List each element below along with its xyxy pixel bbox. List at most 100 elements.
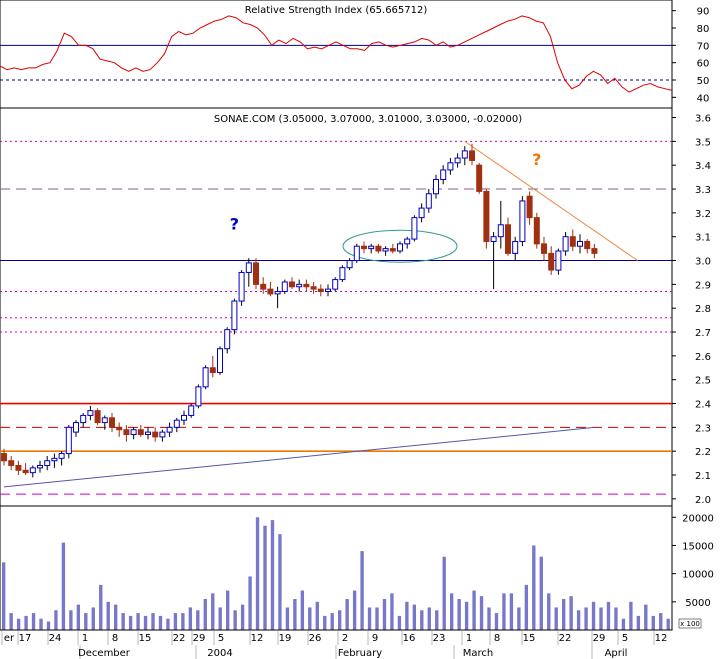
- rsi-series-line: [0, 15, 673, 93]
- x-day-label: 1: [82, 633, 88, 644]
- x-day-label: 8: [112, 633, 118, 644]
- volume-bar: [338, 610, 342, 630]
- candle-body: [541, 243, 547, 254]
- volume-bar: [644, 604, 648, 630]
- candle-body: [447, 162, 454, 171]
- candle-body: [58, 453, 65, 459]
- volume-bar: [211, 593, 215, 630]
- x-day-label: 23: [433, 633, 446, 644]
- volume-bar: [375, 607, 379, 630]
- candle-body: [454, 157, 461, 164]
- candle-body: [339, 267, 346, 281]
- volume-bar: [554, 607, 558, 630]
- volume-bar: [367, 607, 372, 630]
- x-day-label: 22: [559, 633, 572, 644]
- volume-bar: [487, 607, 491, 630]
- volume-bar: [636, 615, 641, 630]
- volume-bar: [121, 613, 125, 630]
- x-day-label: 16: [403, 633, 416, 644]
- price-tick-label: 3.4: [695, 161, 711, 172]
- candle-body: [526, 195, 533, 219]
- volume-bar: [300, 590, 305, 630]
- volume-bar: [233, 610, 237, 630]
- volume-bar: [629, 601, 633, 630]
- volume-bar: [397, 615, 402, 630]
- volume-bar: [382, 599, 387, 630]
- volume-unit-label: x 100: [680, 620, 700, 628]
- support-trendline: [3, 426, 595, 488]
- x-day-label: 24: [49, 633, 62, 644]
- volume-bar: [517, 607, 521, 630]
- candle-body: [44, 460, 51, 466]
- candle-body: [562, 236, 569, 252]
- x-day-label: 17: [19, 633, 32, 644]
- candle-body: [289, 281, 295, 288]
- price-tick-label: 2.9: [695, 280, 711, 291]
- x-day-label: 29: [193, 633, 206, 644]
- candle-body: [397, 243, 403, 252]
- candle-body: [425, 193, 432, 209]
- rsi-reference-lines: [0, 44, 672, 81]
- volume-bar: [188, 607, 193, 630]
- volume-bar: [263, 525, 267, 630]
- volume-bar: [442, 556, 446, 630]
- volume-bar: [76, 604, 81, 630]
- x-day-label: 15: [523, 633, 536, 644]
- rsi-tick-label: 80: [697, 24, 710, 35]
- volume-bar: [84, 613, 88, 630]
- volume-bar: [390, 593, 394, 630]
- price-tick-label: 3.0: [695, 257, 711, 268]
- price-y-axis: 2.0 2.1 2.2 2.3 2.4 2.5 2.6 2.7 2.8 2.9 3.0 3.1 3.2 3…: [672, 114, 711, 506]
- x-day-label: 19: [279, 633, 292, 644]
- candle-body: [577, 240, 583, 247]
- candle-body: [123, 429, 130, 436]
- x-day-label: 29: [593, 633, 606, 644]
- x-day-label: 5: [218, 633, 224, 644]
- rsi-y-axis: 40 50 60 70 80 90: [672, 7, 710, 104]
- price-tick-label: 2.7: [695, 328, 711, 339]
- candle-body: [188, 405, 195, 416]
- volume-bar: [330, 613, 334, 630]
- volume-bar: [479, 596, 484, 630]
- volume-bar: [606, 601, 611, 630]
- price-tick-label: 2.1: [695, 471, 711, 482]
- question-mark-note-orange: ?: [532, 150, 541, 169]
- volume-bar: [532, 545, 536, 630]
- volume-bar: [203, 599, 207, 630]
- x-day-label: 15: [139, 633, 152, 644]
- volume-bar: [308, 607, 312, 630]
- candle-body: [346, 260, 353, 269]
- candle-body: [217, 348, 223, 374]
- consolidation-ellipse: [342, 229, 458, 263]
- candle-body: [238, 271, 245, 302]
- x-axis-ticks: er 17 24 1 8 15 22 29 5 12 19 26 2 9 16 23 1 8 15 22 29 5 12: [1, 630, 667, 645]
- candle-body: [584, 240, 591, 250]
- price-tick-label: 2.6: [695, 352, 711, 363]
- candle-body: [267, 288, 274, 295]
- candle-body: [22, 469, 29, 474]
- price-tick-label: 3.5: [695, 137, 711, 148]
- x-day-label: er: [4, 633, 15, 644]
- volume-bar: [450, 593, 454, 630]
- rsi-tick-label: 50: [697, 76, 710, 87]
- price-tick-label: 2.0: [695, 495, 711, 506]
- volume-bar: [91, 607, 95, 630]
- volume-bar: [61, 542, 66, 630]
- candle-body: [202, 367, 209, 388]
- price-tick-label: 3.3: [695, 185, 711, 196]
- volume-bar: [255, 517, 260, 630]
- candle-body: [512, 240, 519, 254]
- candle-body: [303, 283, 310, 288]
- candle-body: [37, 464, 43, 469]
- candle-body: [87, 410, 94, 416]
- volume-bars: [2, 517, 670, 630]
- candle-body: [533, 217, 540, 245]
- volume-bar: [136, 613, 140, 630]
- volume-bar: [16, 618, 21, 630]
- volume-bar: [106, 601, 110, 630]
- volume-bar: [666, 618, 670, 630]
- rsi-tick-label: 60: [697, 59, 710, 70]
- candle-body: [368, 245, 375, 250]
- x-day-label: 5: [622, 633, 628, 644]
